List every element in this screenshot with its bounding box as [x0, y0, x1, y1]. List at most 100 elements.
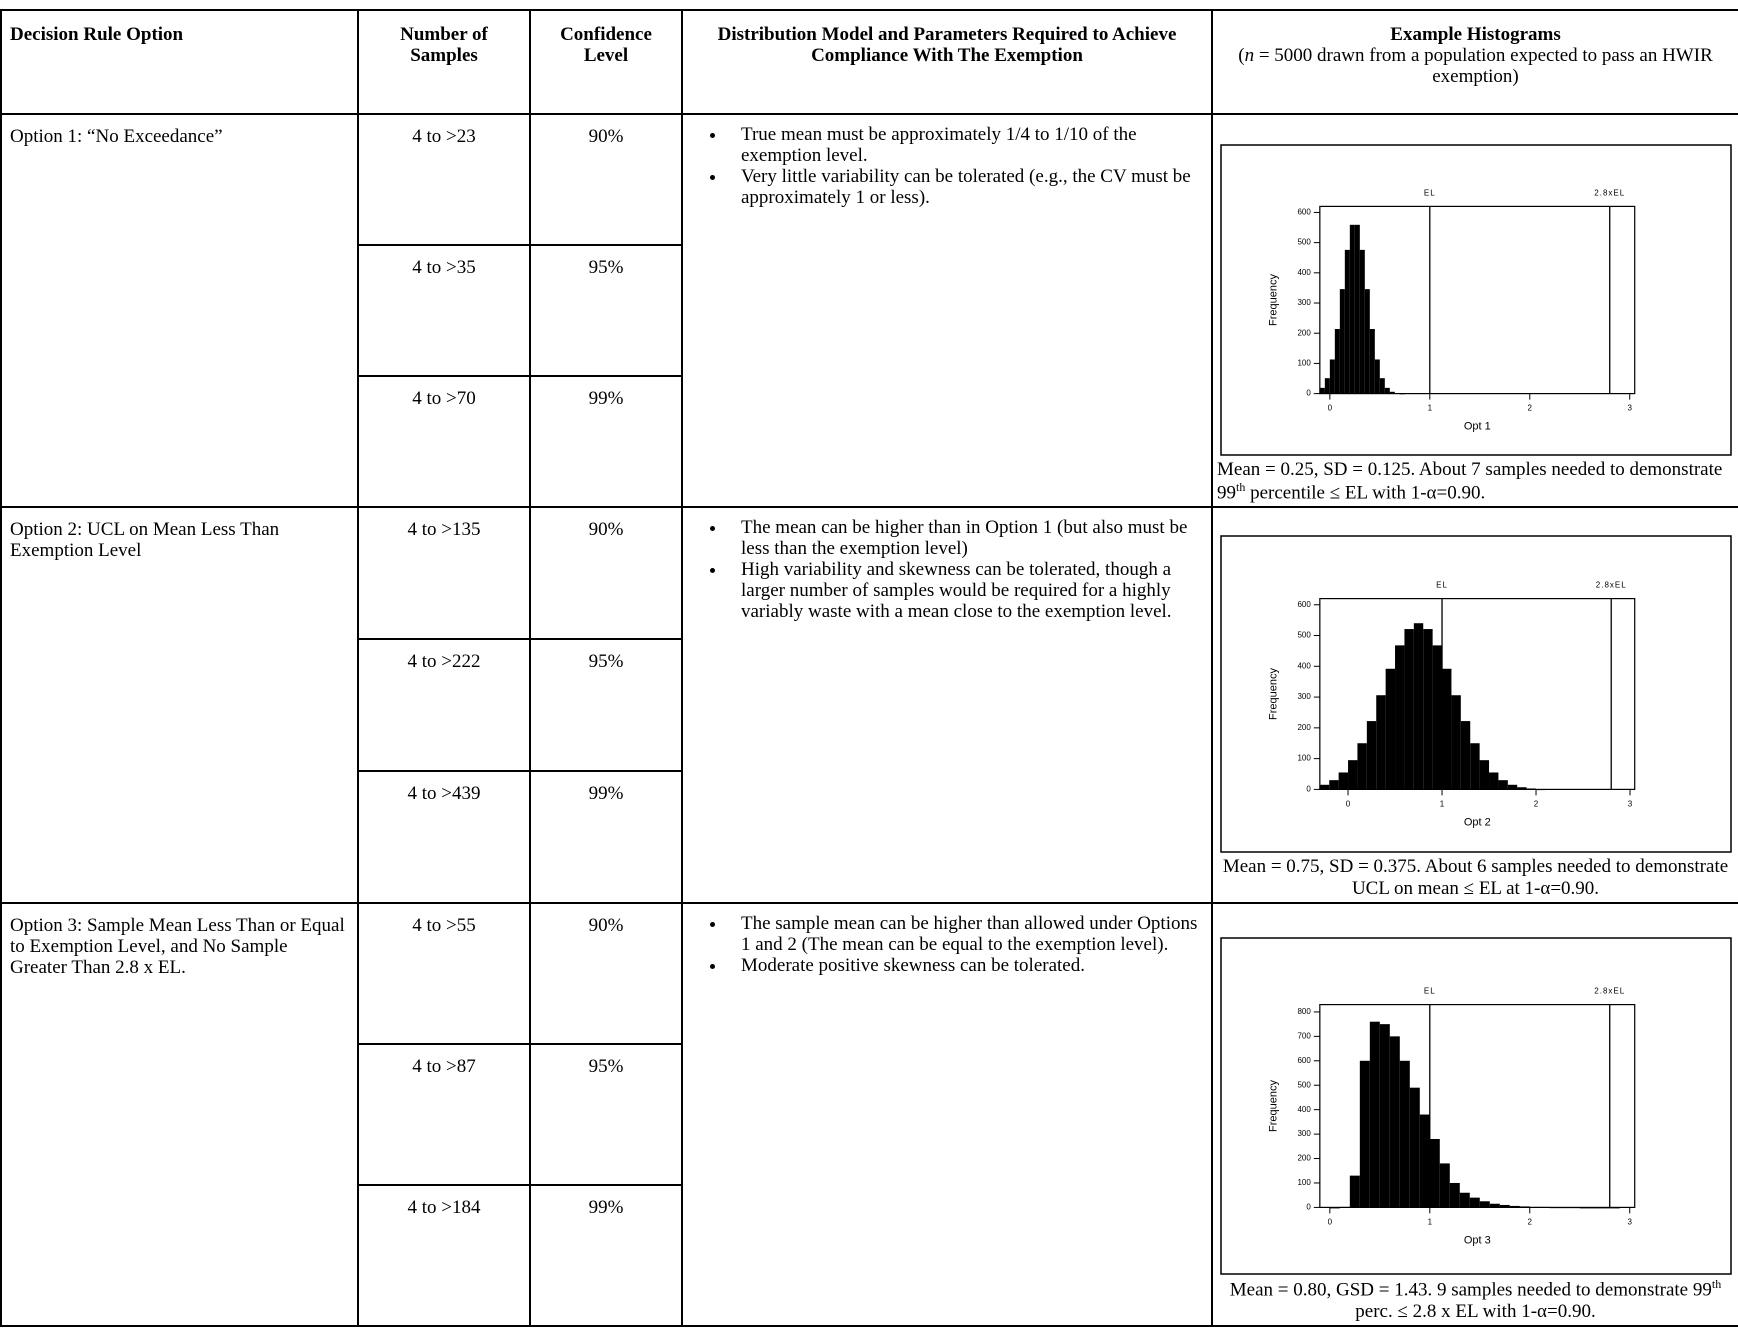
- histogram-bar: [1509, 1205, 1520, 1208]
- histogram-bar: [1324, 378, 1330, 394]
- y-tick-label: 0: [1306, 785, 1311, 794]
- histogram-bar: [1469, 1197, 1480, 1208]
- bullet-item: The mean can be higher than in Option 1 …: [727, 517, 1203, 560]
- confidence-cell: 90%: [529, 506, 683, 640]
- caption-part: th: [1236, 479, 1246, 494]
- table-row: 4 to >184 99%: [1, 1184, 1738, 1327]
- bullet-item: Very little variability can be tolerated…: [727, 166, 1203, 209]
- y-tick-label: 400: [1297, 268, 1311, 277]
- histogram-bar: [1526, 788, 1536, 790]
- x-axis-label: Opt 2: [1463, 817, 1490, 829]
- confidence-cell: 95%: [529, 638, 683, 772]
- histogram-bar: [1399, 393, 1405, 395]
- plot-frame: [1318, 598, 1635, 791]
- model-cell: The sample mean can be higher than allow…: [681, 902, 1213, 1327]
- header-row: Decision Rule Option Number of Samples Con…: [0, 9, 1738, 115]
- x-axis-label: Opt 3: [1463, 1234, 1490, 1246]
- y-tick-label: 500: [1297, 1080, 1311, 1089]
- caption-part: th: [1711, 1276, 1722, 1291]
- histogram-bar: [1497, 780, 1508, 790]
- header-cell: Number of Samples: [357, 9, 531, 115]
- histogram-bar: [1459, 1192, 1470, 1208]
- y-tick-label: 300: [1297, 298, 1311, 307]
- samples-cell: 4 to >35: [357, 244, 531, 377]
- x-tick-label: 1: [1439, 800, 1444, 809]
- histogram-bar: [1399, 1060, 1410, 1208]
- header-cell: Decision Rule Option: [0, 9, 359, 115]
- samples-cell: 4 to >184: [357, 1184, 531, 1327]
- y-tick-label: 700: [1297, 1031, 1311, 1040]
- y-tick-label: 300: [1297, 1129, 1311, 1138]
- histogram-bar: [1507, 785, 1517, 790]
- samples-cell: 4 to >87: [357, 1043, 531, 1186]
- histogram-bar: [1599, 1207, 1610, 1209]
- histogram-bar: [1549, 1207, 1560, 1209]
- chart-frame: [1219, 144, 1732, 456]
- histogram-bar: [1349, 1175, 1360, 1208]
- histogram-bar: [1479, 760, 1489, 790]
- confidence-cell: 95%: [529, 1043, 683, 1186]
- caption-part: perc. ≤ 2.8 x EL with 1-α=0.90.: [1355, 1301, 1596, 1323]
- histogram-bar: [1535, 789, 1545, 791]
- y-tick-label: 600: [1297, 1056, 1311, 1065]
- y-axis-label: Frequency: [1267, 668, 1279, 720]
- caption-part: Mean = 0.80, GSD = 1.43. 9 samples neede…: [1229, 1279, 1712, 1301]
- table-row: 4 to >35 95%: [1, 244, 1738, 377]
- samples-cell: 4 to >55: [357, 902, 531, 1045]
- y-tick-label: 200: [1297, 723, 1311, 732]
- histogram-bar: [1354, 224, 1360, 394]
- histogram-bar: [1499, 1204, 1510, 1208]
- bullet-item: Moderate positive skewness can be tolera…: [727, 955, 1203, 977]
- model-cell: True mean must be approximately 1/4 to 1…: [681, 113, 1213, 508]
- x-axis-label: Opt 1: [1463, 420, 1490, 432]
- histogram: 0 100 200 300 400 500 600 0 1 2 3 EL 2.8xEL Opt 2 Freq…: [1219, 535, 1732, 854]
- samples-cell: 4 to >135: [357, 506, 531, 640]
- histogram-bar: [1429, 1138, 1440, 1208]
- x-tick-label: 3: [1627, 404, 1632, 413]
- histogram-bar: [1328, 780, 1339, 790]
- model-cell: The mean can be higher than in Option 1 …: [681, 506, 1213, 904]
- histogram: 0 100 200 300 400 500 600 700 800 0 1 2 3 EL 2.8xEL Opt…: [1219, 937, 1732, 1275]
- histogram-bar: [1394, 392, 1400, 394]
- bullet-list: The mean can be higher than in Option 1 …: [691, 517, 1203, 622]
- histogram-bar: [1439, 1163, 1450, 1208]
- histogram-bar: [1339, 1206, 1350, 1208]
- confidence-cell: 99%: [529, 770, 683, 904]
- histogram-bar: [1369, 328, 1375, 394]
- option-cell: Option 3: Sample Mean Less Than or Equal…: [0, 902, 359, 1327]
- confidence-cell: 99%: [529, 1184, 683, 1327]
- header-note-part: n: [1244, 44, 1255, 66]
- y-tick-label: 0: [1306, 1202, 1311, 1211]
- y-tick-label: 800: [1297, 1007, 1311, 1016]
- bullet-item: True mean must be approximately 1/4 to 1…: [727, 124, 1203, 167]
- histogram-bar: [1441, 669, 1451, 790]
- header-cell: Confidence Level: [529, 9, 683, 115]
- histogram-bar: [1379, 378, 1385, 394]
- caption-part: percentile ≤ EL with 1-α=0.90.: [1245, 482, 1486, 504]
- x-tick-label: 1: [1427, 1217, 1432, 1226]
- histogram-bar: [1334, 328, 1340, 394]
- table-row: 4 to >222 95%: [1, 638, 1738, 772]
- histogram-bar: [1419, 1114, 1430, 1208]
- y-axis-label: Frequency: [1267, 274, 1279, 326]
- y-axis-label: Frequency: [1267, 1080, 1279, 1132]
- histogram-bar: [1516, 787, 1527, 790]
- plot-frame: [1318, 1003, 1635, 1208]
- histogram-bar: [1449, 1182, 1460, 1208]
- histogram-bar: [1409, 1087, 1420, 1208]
- histogram-bar: [1329, 359, 1335, 394]
- y-tick-label: 200: [1297, 328, 1311, 337]
- histogram-bar: [1356, 743, 1367, 790]
- reference-label: 2.8xEL: [1595, 581, 1626, 590]
- samples-cell: 4 to >439: [357, 770, 531, 904]
- histogram-cell: 0 100 200 300 400 500 600 0 1 2 3 EL 2.8xEL Opt 1 Freq…: [1211, 113, 1738, 508]
- histogram-bar: [1375, 695, 1386, 790]
- y-tick-label: 600: [1297, 208, 1311, 217]
- samples-cell: 4 to >222: [357, 638, 531, 772]
- samples-cell: 4 to >23: [357, 113, 531, 246]
- bullet-item: The sample mean can be higher than allow…: [727, 913, 1203, 956]
- histogram-bar: [1389, 391, 1395, 394]
- header-cell: Distribution Model and Parameters Requir…: [681, 9, 1213, 115]
- reference-label: EL: [1423, 188, 1435, 197]
- histogram-bar: [1589, 1207, 1600, 1209]
